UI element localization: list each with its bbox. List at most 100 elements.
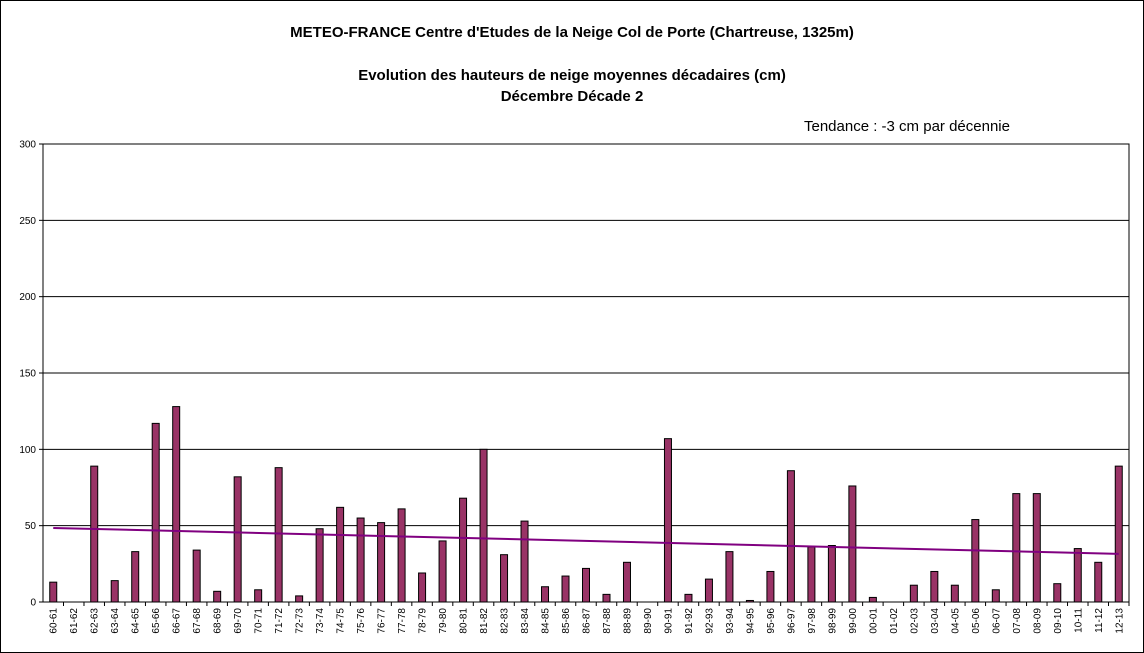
bar <box>315 528 324 603</box>
bar <box>356 517 365 603</box>
bars <box>49 406 1123 603</box>
x-tick-label: 08-09 <box>1032 608 1043 634</box>
y-tick-label: 150 <box>19 369 36 380</box>
bar <box>90 465 99 603</box>
x-tick-label: 76-77 <box>377 608 388 634</box>
bar <box>807 546 816 603</box>
x-tick-label: 70-71 <box>254 608 265 634</box>
bar <box>377 522 386 603</box>
bar <box>274 467 283 603</box>
x-tick-label: 09-10 <box>1053 608 1064 634</box>
x-tick-label: 83-84 <box>520 608 531 634</box>
x-tick-label: 80-81 <box>459 608 470 634</box>
bar <box>582 567 590 603</box>
y-tick-label: 50 <box>25 521 37 532</box>
bar <box>479 448 488 603</box>
x-tick-label: 93-94 <box>725 608 736 634</box>
bar <box>459 497 468 603</box>
x-tick-label: 00-01 <box>868 608 879 634</box>
bar <box>131 551 140 603</box>
x-tick-label: 96-97 <box>786 608 797 634</box>
bar <box>909 584 918 603</box>
bar <box>1094 561 1103 603</box>
chart-title: METEO-FRANCE Centre d'Etudes de la Neige… <box>290 24 854 41</box>
bar <box>766 570 775 603</box>
x-tick-label: 01-02 <box>889 608 900 634</box>
bar <box>684 593 693 603</box>
bar <box>1032 493 1041 603</box>
bar <box>151 422 160 603</box>
bar <box>110 580 119 603</box>
y-tick-label: 250 <box>19 216 36 227</box>
x-axis-ticks: 60-61 61-62 62-63 63-64 64-65 65-66 66-67 67-68… <box>49 602 1130 634</box>
x-tick-label: 85-86 <box>561 608 572 634</box>
bar <box>1012 493 1021 603</box>
bar <box>868 596 877 603</box>
x-tick-label: 94-95 <box>745 608 756 634</box>
bar <box>704 578 713 603</box>
x-tick-label: 98-99 <box>827 608 838 634</box>
bar <box>1073 548 1082 603</box>
bar <box>991 589 1000 603</box>
x-tick-label: 63-64 <box>110 608 121 634</box>
bar <box>1114 465 1123 603</box>
bar <box>725 551 734 603</box>
x-tick-label: 81-82 <box>479 608 490 634</box>
x-tick-label: 78-79 <box>418 608 429 634</box>
x-tick-label: 86-87 <box>582 608 593 634</box>
x-tick-label: 04-05 <box>950 608 961 634</box>
plot-area-border <box>42 143 1130 603</box>
bar <box>438 540 447 603</box>
x-tick-label: 89-90 <box>643 608 654 634</box>
x-tick-label: 92-93 <box>704 608 715 634</box>
x-tick-label: 61-62 <box>69 608 80 634</box>
bar <box>827 545 836 603</box>
x-tick-label: 75-76 <box>356 608 367 634</box>
bar <box>418 572 427 603</box>
trend-annotation: Tendance : -3 cm par décennie <box>804 118 1010 135</box>
x-tick-label: 72-73 <box>295 608 306 634</box>
x-tick-label: 90-91 <box>663 608 674 634</box>
x-tick-label: 06-07 <box>991 608 1002 634</box>
x-tick-label: 62-63 <box>90 608 101 634</box>
bar <box>950 584 959 603</box>
x-tick-label: 67-68 <box>192 608 203 634</box>
bar <box>541 586 550 603</box>
bar <box>1053 583 1062 603</box>
x-tick-label: 88-89 <box>622 608 633 634</box>
x-tick-label: 73-74 <box>315 608 326 634</box>
x-tick-label: 71-72 <box>274 608 285 634</box>
bar <box>397 508 406 603</box>
chart-subtitle-decade: Décembre Décade 2 <box>500 88 644 105</box>
x-tick-label: 05-06 <box>971 608 982 634</box>
bar <box>561 575 570 603</box>
bar <box>500 554 509 603</box>
x-tick-label: 95-96 <box>766 608 777 634</box>
y-axis-ticks: 0 50 100 150 200 250 300 <box>19 140 43 609</box>
y-tick-label: 0 <box>30 598 36 609</box>
trend-line <box>53 526 1119 555</box>
y-tick-label: 200 <box>19 292 36 303</box>
bar <box>848 485 857 603</box>
bar <box>233 476 242 603</box>
x-tick-label: 74-75 <box>336 608 347 634</box>
x-tick-label: 69-70 <box>233 608 244 634</box>
bar <box>520 520 529 603</box>
x-tick-label: 07-08 <box>1012 608 1023 634</box>
bar <box>930 570 939 603</box>
x-tick-label: 82-83 <box>500 608 511 634</box>
x-tick-label: 99-00 <box>848 608 859 634</box>
y-tick-label: 100 <box>19 445 36 456</box>
bar <box>295 595 304 603</box>
x-tick-label: 77-78 <box>397 608 408 634</box>
x-tick-label: 11-12 <box>1094 608 1105 633</box>
bar <box>786 470 795 603</box>
bar <box>663 438 672 603</box>
x-tick-label: 02-03 <box>909 608 920 634</box>
bar <box>602 593 611 603</box>
bar <box>336 506 345 603</box>
x-tick-label: 10-11 <box>1073 608 1084 633</box>
y-tick-label: 300 <box>19 140 36 151</box>
